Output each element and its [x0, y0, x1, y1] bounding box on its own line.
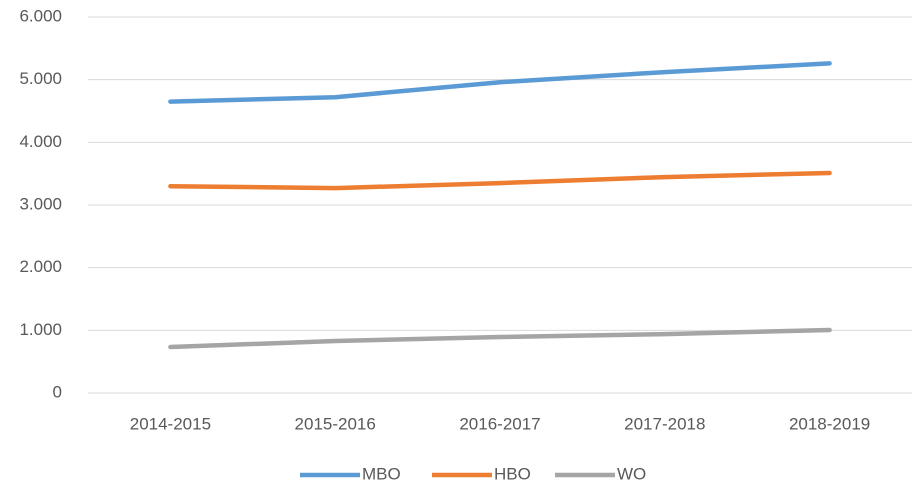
y-tick-label: 5.000	[19, 69, 62, 88]
x-tick-label: 2017-2018	[624, 414, 705, 433]
data-line	[168, 327, 832, 350]
legend-label: HBO	[494, 464, 531, 483]
x-tick-label: 2014-2015	[130, 414, 211, 433]
y-tick-label: 4.000	[19, 132, 62, 151]
y-tick-label: 3.000	[19, 194, 62, 213]
x-tick-label: 2018-2019	[789, 414, 870, 433]
y-tick-label: 2.000	[19, 257, 62, 276]
y-tick-label: 1.000	[19, 320, 62, 339]
data-line	[168, 61, 832, 104]
legend-label: WO	[617, 464, 646, 483]
legend-label: MBO	[362, 464, 401, 483]
y-tick-label: 0	[53, 382, 62, 401]
x-tick-label: 2016-2017	[459, 414, 540, 433]
y-tick-label: 6.000	[19, 6, 62, 25]
x-tick-label: 2015-2016	[295, 414, 376, 433]
data-line	[168, 170, 832, 191]
